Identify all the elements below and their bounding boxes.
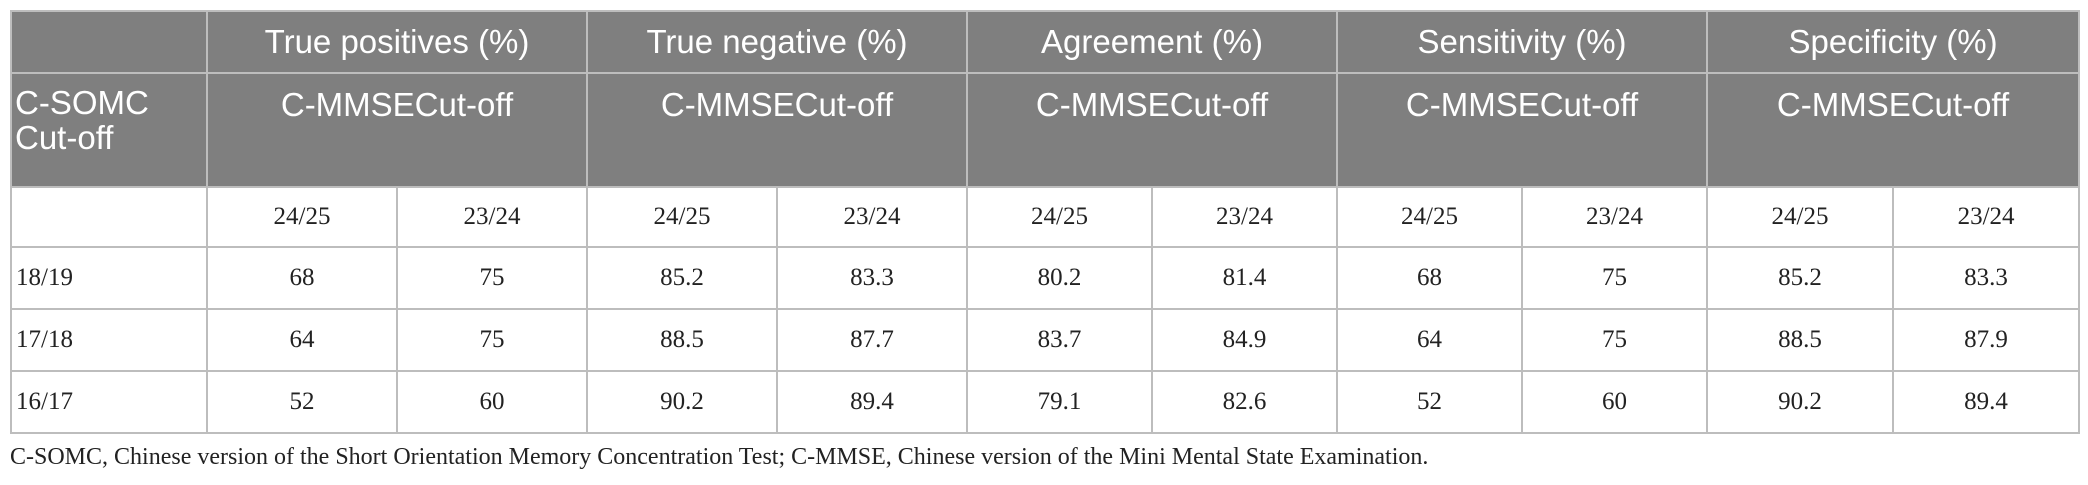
subheader-cutoff: C-MMSECut-off xyxy=(965,72,1339,188)
header-blank-cell xyxy=(10,10,208,74)
table-cell: 64 xyxy=(1336,308,1524,372)
header-sensitivity: Sensitivity (%) xyxy=(1336,10,1709,74)
table-cell: 89.4 xyxy=(776,370,968,434)
header-row-groups: True positives (%) True negative (%) Agr… xyxy=(10,10,2081,74)
table-cell: 81.4 xyxy=(1150,246,1339,310)
table-cell: 87.9 xyxy=(1892,308,2081,372)
table-cell: 90.2 xyxy=(1706,370,1895,434)
table-cell: 83.7 xyxy=(966,308,1153,372)
table-footnote: C-SOMC, Chinese version of the Short Ori… xyxy=(10,444,1429,470)
table-row: 17/18 64 75 88.5 87.7 83.7 84.9 64 75 88… xyxy=(10,308,2081,372)
table-container: True positives (%) True negative (%) Agr… xyxy=(10,10,2081,434)
subheader-cutoff: C-MMSECut-off xyxy=(586,72,968,188)
table-cell: 75 xyxy=(1521,308,1709,372)
cutoff-label: 24/25 xyxy=(966,186,1153,248)
table-cell: 84.9 xyxy=(1150,308,1339,372)
table-cell: 90.2 xyxy=(586,370,778,434)
header-corner-label: C-SOMC Cut-off xyxy=(10,72,208,188)
table-cell: 64 xyxy=(206,308,398,372)
cutoff-label: 24/25 xyxy=(1706,186,1895,248)
cutoff-label: 24/25 xyxy=(586,186,778,248)
table-cell: 60 xyxy=(1521,370,1709,434)
header-agreement: Agreement (%) xyxy=(965,10,1339,74)
table-cell: 89.4 xyxy=(1892,370,2081,434)
header-true-positives: True positives (%) xyxy=(206,10,588,74)
header-true-negative: True negative (%) xyxy=(586,10,968,74)
table-cell: 68 xyxy=(206,246,398,310)
table-cell: 75 xyxy=(396,246,588,310)
table-row: 18/19 68 75 85.2 83.3 80.2 81.4 68 75 85… xyxy=(10,246,2081,310)
results-table: True positives (%) True negative (%) Agr… xyxy=(10,10,2081,434)
header-specificity: Specificity (%) xyxy=(1706,10,2081,74)
cutoff-row-blank xyxy=(10,186,208,248)
subheader-cutoff: C-MMSECut-off xyxy=(1336,72,1709,188)
cutoff-label: 23/24 xyxy=(396,186,588,248)
table-cell: 60 xyxy=(396,370,588,434)
header-row-subheaders: C-SOMC Cut-off C-MMSECut-off C-MMSECut-o… xyxy=(10,72,2081,188)
table-cell: 68 xyxy=(1336,246,1524,310)
table-cell: 82.6 xyxy=(1150,370,1339,434)
cutoff-label: 23/24 xyxy=(1150,186,1339,248)
table-cell: 88.5 xyxy=(586,308,778,372)
cutoff-label: 23/24 xyxy=(776,186,968,248)
row-cutoff: 18/19 xyxy=(10,246,208,310)
table-cell: 75 xyxy=(396,308,588,372)
table-cell: 52 xyxy=(206,370,398,434)
table-cell: 79.1 xyxy=(966,370,1153,434)
table-cell: 87.7 xyxy=(776,308,968,372)
cutoff-label: 23/24 xyxy=(1892,186,2081,248)
cutoff-label: 24/25 xyxy=(1336,186,1524,248)
table-cell: 52 xyxy=(1336,370,1524,434)
cutoff-label: 24/25 xyxy=(206,186,398,248)
table-cell: 83.3 xyxy=(1892,246,2081,310)
table-cell: 83.3 xyxy=(776,246,968,310)
subheader-cutoff: C-MMSECut-off xyxy=(1706,72,2081,188)
table-cell: 88.5 xyxy=(1706,308,1895,372)
subheader-cutoff: C-MMSECut-off xyxy=(206,72,588,188)
table-cell: 85.2 xyxy=(1706,246,1895,310)
table-cell: 80.2 xyxy=(966,246,1153,310)
cutoff-row: 24/25 23/24 24/25 23/24 24/25 23/24 24/2… xyxy=(10,186,2081,248)
table-row: 16/17 52 60 90.2 89.4 79.1 82.6 52 60 90… xyxy=(10,370,2081,434)
row-cutoff: 17/18 xyxy=(10,308,208,372)
row-cutoff: 16/17 xyxy=(10,370,208,434)
table-cell: 75 xyxy=(1521,246,1709,310)
table-cell: 85.2 xyxy=(586,246,778,310)
cutoff-label: 23/24 xyxy=(1521,186,1709,248)
